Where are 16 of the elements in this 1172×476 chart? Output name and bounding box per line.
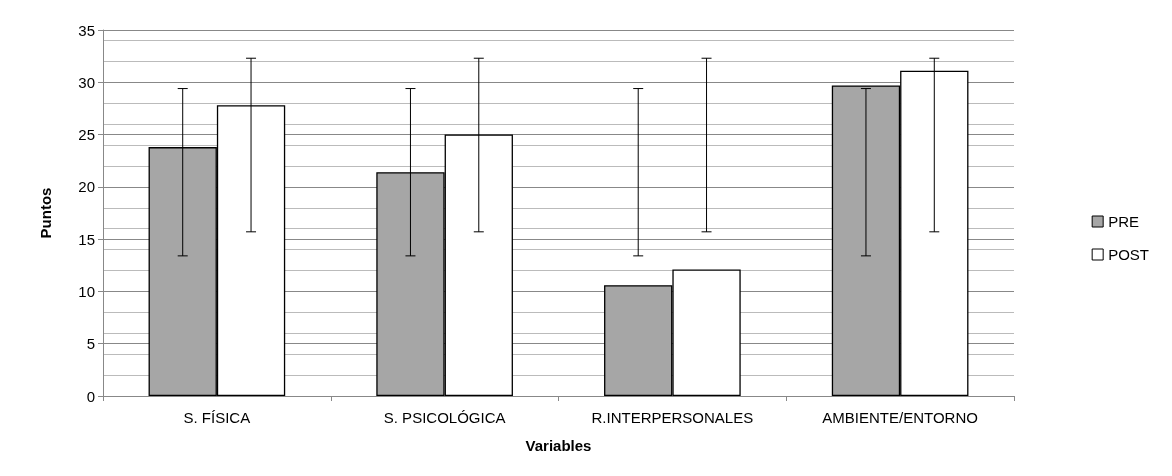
y-tick-label: 30 bbox=[78, 73, 95, 91]
x-tick-label: S. PSICOLÓGICA bbox=[383, 409, 506, 426]
x-axis-title: Variables bbox=[525, 437, 592, 454]
legend-label: POST bbox=[1108, 246, 1149, 263]
y-axis-title: Puntos bbox=[37, 187, 54, 239]
legend-label: PRE bbox=[1108, 213, 1139, 230]
x-tick-label: R.INTERPERSONALES bbox=[591, 409, 754, 426]
y-tick-label: 35 bbox=[78, 21, 95, 39]
x-tick-label: S. FÍSICA bbox=[183, 409, 251, 426]
y-tick-label: 25 bbox=[78, 126, 95, 144]
y-tick-label: 0 bbox=[86, 387, 95, 405]
y-tick-label: 20 bbox=[78, 178, 95, 196]
y-tick-label: 5 bbox=[86, 335, 95, 353]
y-tick-label: 10 bbox=[78, 282, 95, 300]
x-tick-label: AMBIENTE/ENTORNO bbox=[822, 409, 978, 426]
y-tick-label: 15 bbox=[78, 230, 95, 248]
